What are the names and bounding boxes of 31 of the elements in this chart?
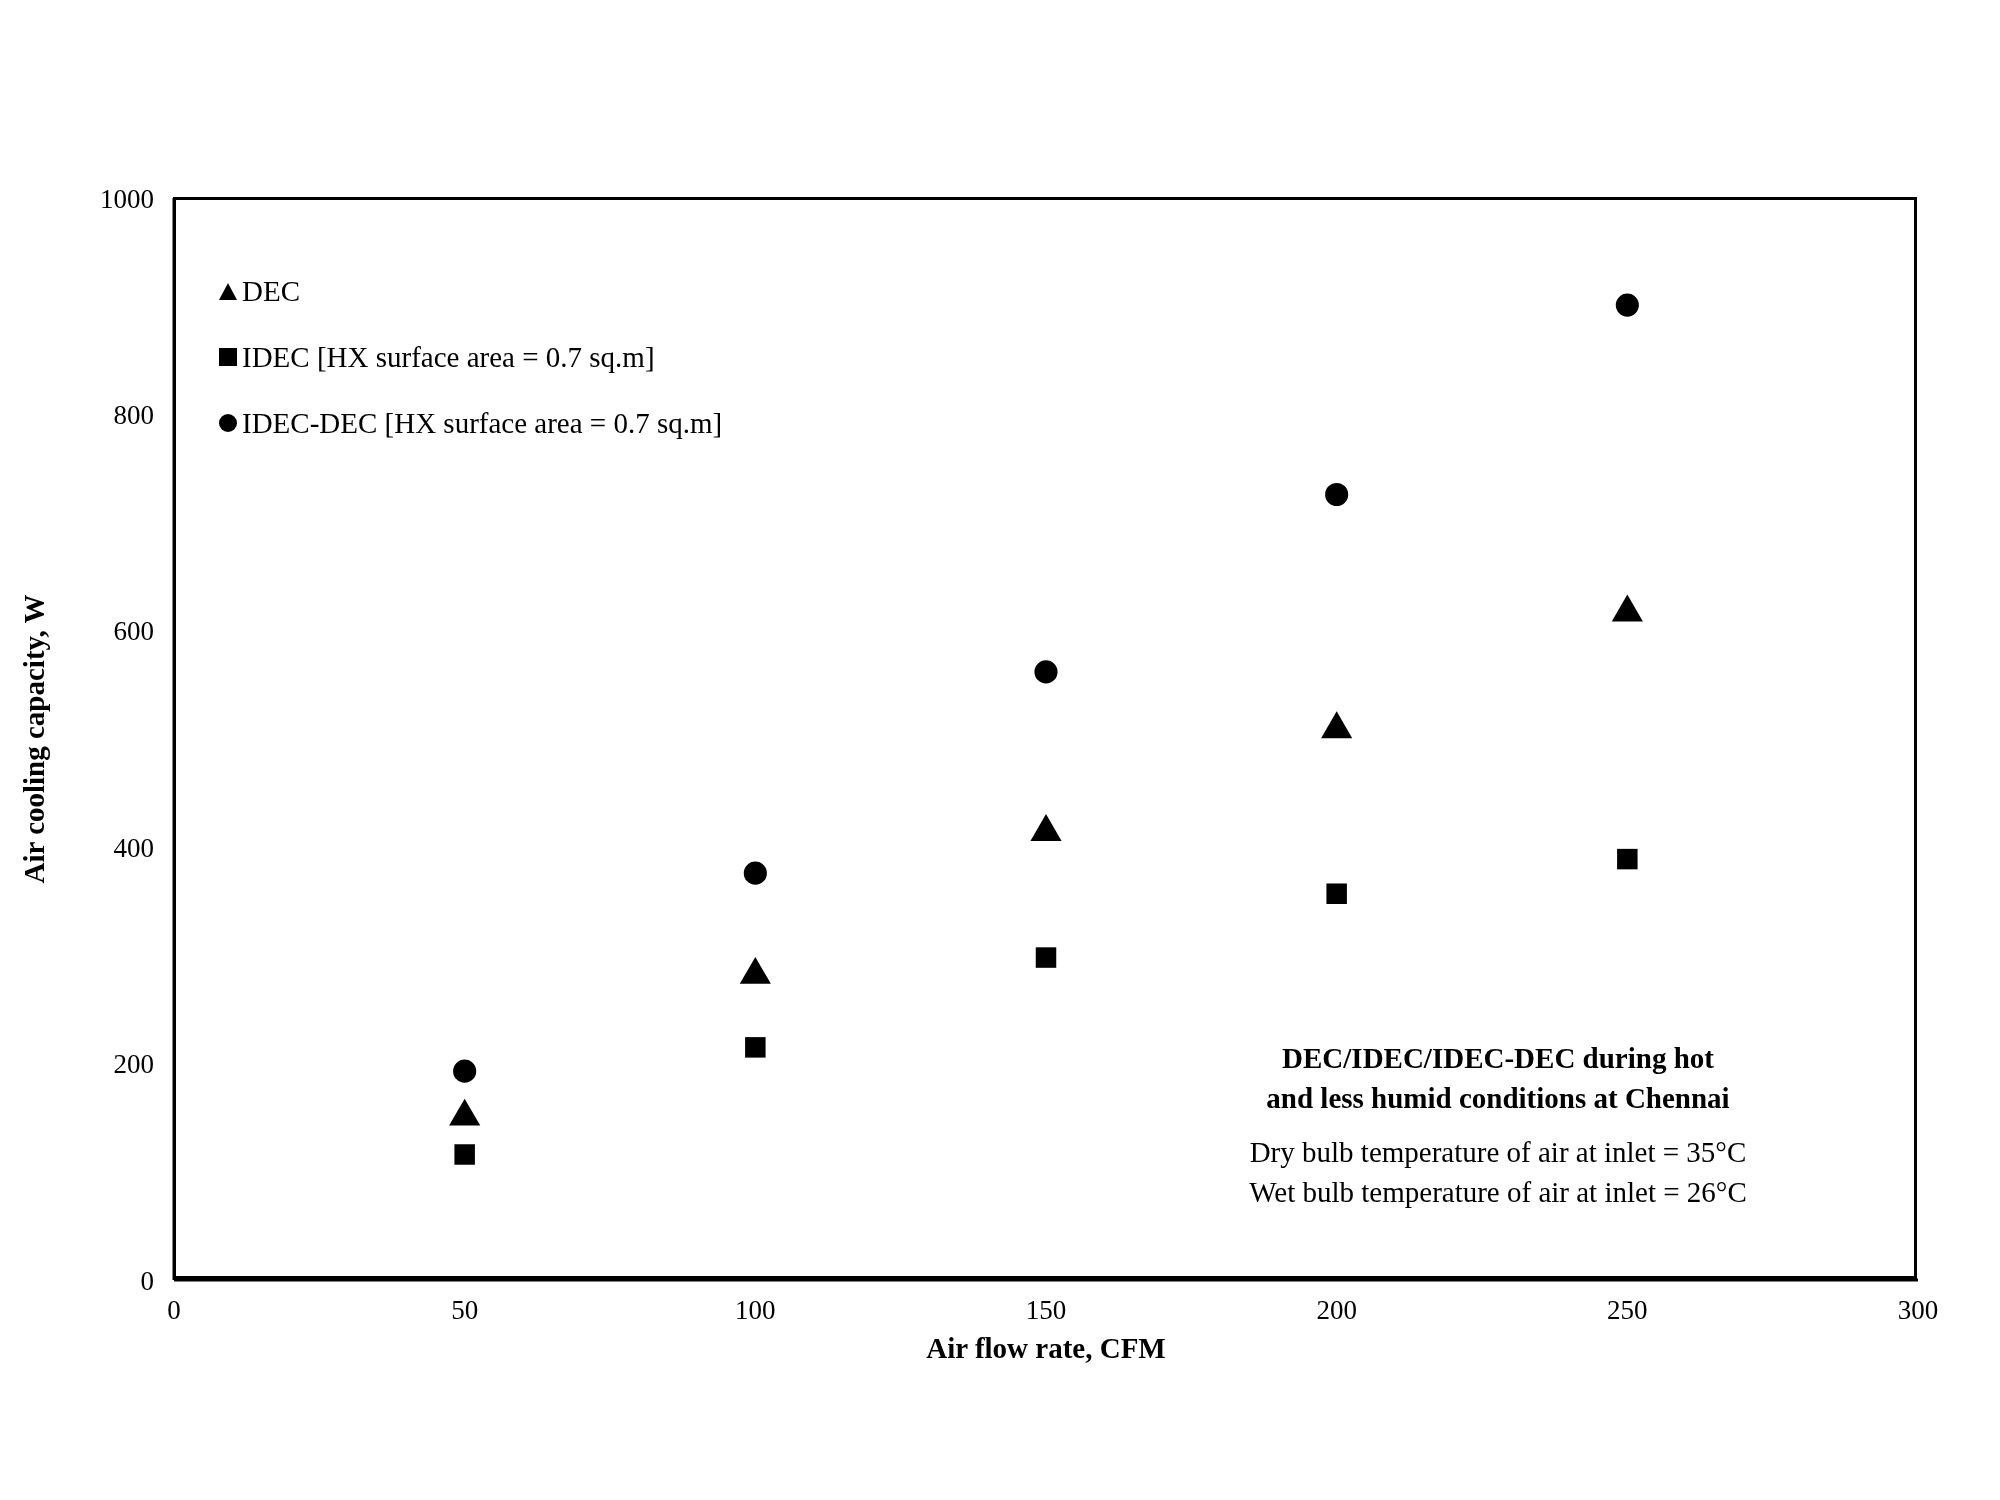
annotation: Dry bulb temperature of air at inlet = 35°C — [1248, 1135, 1748, 1170]
x-axis-title: Air flow rate, CFM — [926, 1332, 1166, 1364]
point — [1326, 883, 1347, 904]
y-tick-label: 400 — [113, 832, 154, 863]
point — [745, 1037, 766, 1058]
y-tick-label: 1000 — [100, 183, 154, 214]
x-tick-label: 150 — [1025, 1295, 1067, 1326]
y-tick-label: 200 — [113, 1049, 154, 1080]
legend-label: DEC — [242, 274, 300, 309]
legend-label: IDEC [HX surface area = 0.7 sq.m] — [242, 340, 655, 375]
point — [1617, 848, 1638, 870]
point — [454, 1144, 475, 1165]
point — [1034, 660, 1058, 684]
point — [1035, 947, 1057, 968]
x-tick-label: 250 — [1607, 1295, 1648, 1326]
x-tick-label: 200 — [1316, 1295, 1357, 1326]
x-tick-label: 50 — [451, 1295, 479, 1326]
point — [1325, 482, 1349, 507]
y-axis-title: Air cooling capacity, W — [18, 594, 51, 884]
x-tick-label: 300 — [1897, 1295, 1939, 1326]
y-tick-label: 0 — [140, 1265, 154, 1296]
annotation: DEC/IDEC/IDEC-DEC during hot and less humid conditions at Chennai — [1265, 1041, 1731, 1116]
x-tick-label: 100 — [735, 1295, 776, 1326]
y-tick-label: 800 — [113, 399, 154, 430]
legend-label: IDEC-DEC [HX surface area = 0.7 sq.m] — [242, 406, 723, 441]
y-tick-label: 600 — [113, 616, 154, 647]
x-tick-label: 0 — [167, 1295, 181, 1326]
point — [453, 1059, 477, 1083]
annotation: Wet bulb temperature of air at inlet = 26°C — [1248, 1175, 1748, 1210]
point — [1615, 293, 1639, 317]
point — [743, 861, 767, 885]
